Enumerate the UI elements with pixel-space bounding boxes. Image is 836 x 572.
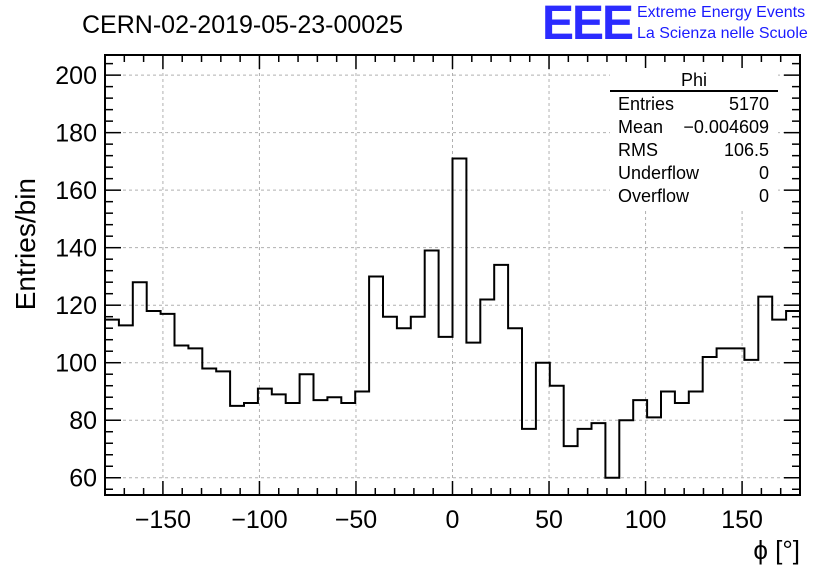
axis-ticks — [104, 55, 801, 495]
stats-value-mean: −0.004609 — [683, 117, 769, 137]
x-tick-label: −150 — [135, 506, 191, 534]
logo-line-1: Extreme Energy Events — [637, 4, 806, 21]
x-tick-label: −100 — [231, 506, 287, 534]
y-tick-label: 80 — [69, 407, 97, 435]
logo-line-2: La Scienza nelle Scuole — [637, 25, 808, 42]
histogram-line — [105, 157, 800, 479]
x-tick-label: −50 — [335, 506, 377, 534]
x-tick-label: 100 — [625, 506, 667, 534]
y-tick-label: 140 — [55, 235, 97, 263]
stats-value-entries: 5170 — [729, 94, 769, 114]
stats-value-rms: 106.5 — [724, 140, 769, 160]
stats-label-mean: Mean — [618, 117, 663, 137]
stats-box: Phi Entries 5170 Mean −0.004609 RMS 106.… — [610, 68, 778, 208]
x-tick-label: 150 — [721, 506, 763, 534]
x-axis-label: ϕ [°] — [753, 535, 800, 565]
grid — [105, 55, 800, 495]
y-tick-label: 160 — [55, 177, 97, 205]
tick-labels: −150 −100 −50 0 50 100 150 60 80 100 120 140 160 180 2… — [55, 62, 763, 534]
stats-label-underflow: Underflow — [618, 163, 700, 183]
x-tick-label: 0 — [446, 506, 460, 534]
stats-label-rms: RMS — [618, 140, 658, 160]
y-tick-label: 120 — [55, 292, 97, 320]
eee-logo: EEE — [542, 0, 634, 50]
y-tick-label: 100 — [55, 350, 97, 378]
y-tick-label: 60 — [69, 465, 97, 493]
stats-label-overflow: Overflow — [618, 186, 690, 206]
stats-title: Phi — [681, 70, 707, 90]
run-title: CERN-02-2019-05-23-00025 — [82, 11, 403, 39]
y-tick-label: 180 — [55, 120, 97, 148]
stats-value-underflow: 0 — [759, 163, 769, 183]
y-tick-label: 200 — [55, 62, 97, 90]
stats-label-entries: Entries — [618, 94, 674, 114]
stats-value-overflow: 0 — [759, 186, 769, 206]
x-tick-label: 50 — [535, 506, 563, 534]
y-axis-label: Entries/bin — [10, 178, 41, 310]
